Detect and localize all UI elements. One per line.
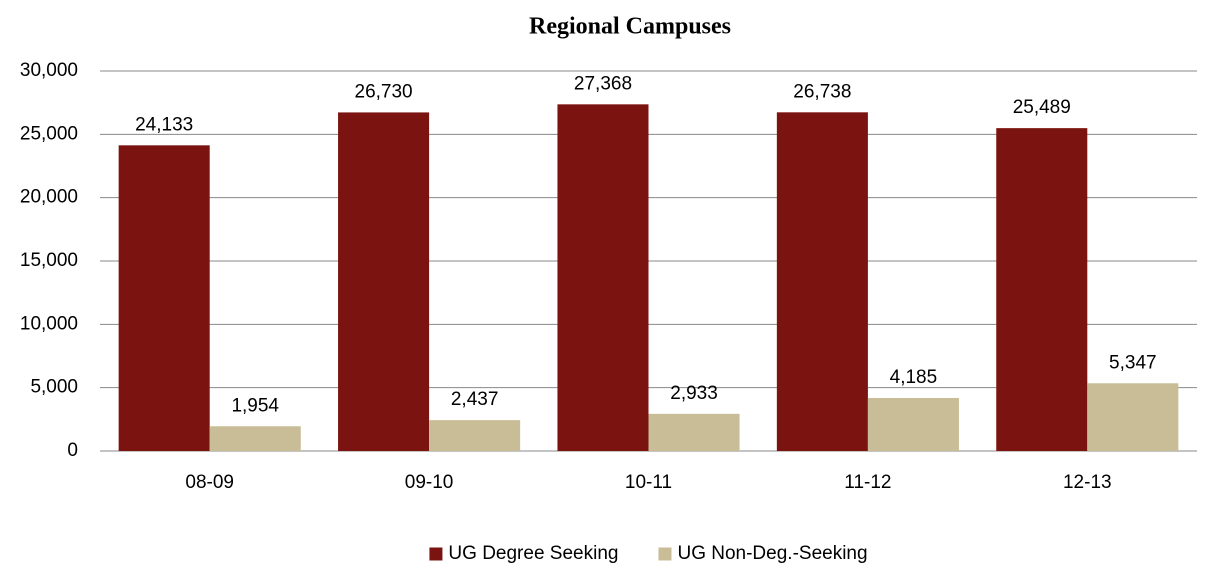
bar <box>648 413 740 451</box>
data-label: 4,185 <box>890 367 938 388</box>
data-label: 1,954 <box>231 395 279 416</box>
y-tick-label: 10,000 <box>20 313 78 334</box>
legend-label: UG Non-Deg.-Seeking <box>677 543 867 564</box>
chart-title: Regional Campuses <box>529 14 731 40</box>
y-tick-label: 0 <box>67 440 78 461</box>
bar <box>557 104 649 451</box>
bar <box>338 112 430 452</box>
x-tick-label: 09-10 <box>405 472 454 493</box>
data-label: 27,368 <box>574 73 632 94</box>
bar <box>867 397 959 451</box>
data-label: 26,738 <box>793 81 851 102</box>
bar <box>1087 383 1179 451</box>
bar <box>996 128 1088 451</box>
data-label: 2,437 <box>451 389 499 410</box>
data-label: 26,730 <box>355 81 413 102</box>
bar <box>776 112 868 451</box>
legend-swatch <box>658 547 672 561</box>
legend-label: UG Degree Seeking <box>448 543 618 564</box>
bar <box>118 145 210 451</box>
x-tick-label: 11-12 <box>844 472 891 493</box>
legend-swatch <box>429 547 443 561</box>
x-tick-label: 12-13 <box>1063 472 1112 493</box>
y-tick-label: 20,000 <box>20 187 78 208</box>
data-label: 5,347 <box>1109 352 1157 373</box>
bar <box>209 426 301 451</box>
y-tick-label: 5,000 <box>30 377 78 398</box>
y-tick-label: 15,000 <box>20 250 78 271</box>
bar <box>429 420 521 451</box>
y-tick-label: 30,000 <box>20 60 78 81</box>
x-tick-label: 08-09 <box>185 472 234 493</box>
data-label: 24,133 <box>135 114 193 135</box>
x-tick-label: 10-11 <box>625 472 672 493</box>
y-tick-label: 25,000 <box>20 123 78 144</box>
data-label: 25,489 <box>1013 97 1071 118</box>
data-label: 2,933 <box>670 383 718 404</box>
